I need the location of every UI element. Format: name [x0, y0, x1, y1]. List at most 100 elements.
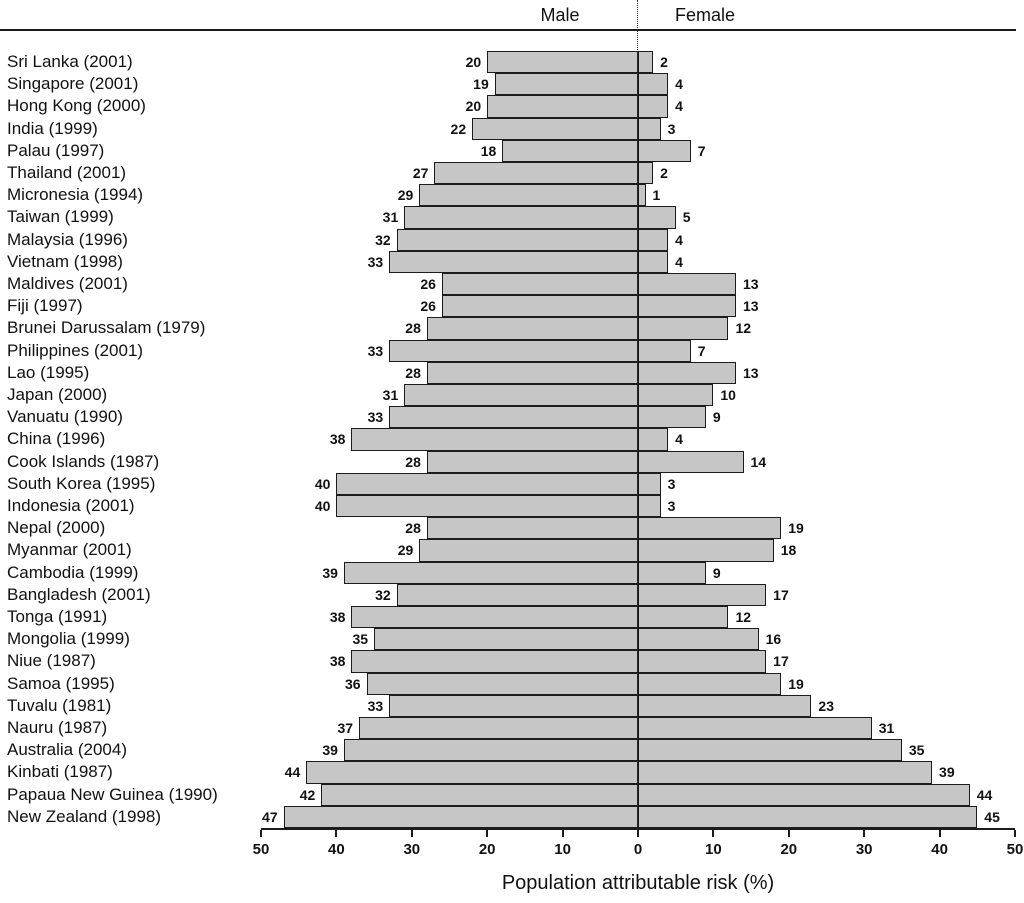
female-value-label: 19	[788, 520, 804, 537]
male-bar	[419, 184, 638, 207]
female-bar	[638, 406, 706, 429]
male-bar	[487, 51, 638, 74]
male-bar	[441, 273, 638, 296]
male-value-label: 42	[299, 786, 316, 803]
male-bar	[389, 339, 638, 362]
male-value-label: 33	[367, 253, 384, 270]
female-bar	[638, 273, 737, 296]
female-bar	[638, 628, 759, 651]
male-bar	[359, 717, 638, 740]
row-label: Micronesia (1994)	[7, 185, 144, 205]
male-value-label: 35	[352, 631, 369, 648]
female-bar	[638, 561, 706, 584]
female-bar	[638, 162, 654, 185]
female-value-label: 4	[675, 76, 683, 93]
row-label: Thailand (2001)	[7, 163, 127, 183]
male-bar	[396, 228, 638, 251]
row-label: Vanuatu (1990)	[7, 407, 123, 427]
female-value-label: 17	[773, 586, 789, 603]
male-bar	[343, 561, 638, 584]
female-value-label: 2	[660, 165, 668, 182]
x-axis-tick-label: 50	[252, 841, 270, 858]
row-label: Hong Kong (2000)	[7, 96, 146, 116]
female-value-label: 14	[750, 453, 767, 470]
male-value-label: 36	[344, 675, 361, 692]
male-value-label: 32	[375, 586, 391, 603]
female-bar	[638, 805, 978, 828]
female-value-label: 7	[697, 142, 706, 159]
header-divider-line	[0, 29, 1016, 31]
male-value-label: 33	[367, 697, 384, 714]
male-bar	[487, 95, 638, 118]
female-bar	[638, 717, 872, 740]
female-bar	[638, 739, 902, 762]
male-value-label: 28	[405, 453, 421, 470]
x-axis-tick-label: 10	[554, 841, 571, 858]
male-value-label: 32	[375, 231, 391, 248]
male-value-label: 26	[420, 276, 436, 293]
x-axis-tick-label: 20	[478, 841, 496, 858]
male-value-label: 31	[382, 387, 399, 404]
female-value-label: 3	[667, 498, 676, 515]
female-value-label: 16	[765, 631, 782, 648]
female-value-label: 3	[667, 120, 676, 137]
row-label: Brunei Darussalam (1979)	[7, 318, 206, 338]
female-bar	[638, 495, 661, 518]
male-bar	[343, 739, 638, 762]
female-value-label: 4	[675, 253, 683, 270]
male-value-label: 39	[322, 742, 338, 759]
female-bar	[638, 450, 744, 473]
male-value-label: 44	[284, 764, 301, 781]
x-axis-tick-label: 30	[855, 841, 873, 858]
x-axis-tick-mark	[561, 830, 564, 837]
male-value-label: 26	[420, 298, 436, 315]
female-bar	[638, 672, 782, 695]
male-bar	[389, 406, 638, 429]
male-value-label: 40	[314, 498, 331, 515]
male-bar	[426, 317, 638, 340]
female-bar	[638, 51, 654, 74]
female-value-label: 4	[675, 98, 683, 115]
male-bar	[374, 628, 638, 651]
female-bar	[638, 228, 669, 251]
male-bar	[494, 73, 638, 96]
row-label: Cambodia (1999)	[7, 562, 139, 582]
female-bar	[638, 73, 669, 96]
female-bar	[638, 317, 729, 340]
female-bar	[638, 606, 729, 629]
x-axis-tick-label: 40	[931, 841, 948, 858]
female-bar	[638, 783, 970, 806]
zero-axis-dotted-line	[637, 0, 638, 828]
row-label: Fiji (1997)	[7, 296, 83, 316]
row-label: New Zealand (1998)	[7, 806, 162, 826]
male-value-label: 28	[405, 520, 421, 537]
female-value-label: 45	[984, 808, 1000, 825]
female-value-label: 13	[743, 276, 759, 293]
male-bar	[502, 139, 638, 162]
row-label: South Korea (1995)	[7, 473, 156, 493]
row-label: Bangladesh (2001)	[7, 584, 151, 604]
row-label: China (1996)	[7, 429, 106, 449]
x-axis-tick-mark	[260, 830, 262, 837]
female-value-label: 12	[735, 320, 752, 337]
row-label: Palau (1997)	[7, 140, 105, 160]
female-bar	[638, 539, 774, 562]
row-label: Kinbati (1987)	[7, 762, 113, 782]
x-axis-tick-mark	[787, 830, 790, 837]
x-axis-tick-mark	[486, 830, 489, 837]
male-value-label: 31	[382, 209, 399, 226]
female-bar	[638, 206, 676, 229]
row-label: Tuvalu (1981)	[7, 695, 112, 715]
x-axis-tick-mark	[1014, 830, 1016, 837]
male-bar	[472, 117, 638, 140]
row-label: Indonesia (2001)	[7, 496, 135, 516]
row-label: Papaua New Guinea (1990)	[7, 784, 218, 804]
male-bar	[434, 162, 638, 185]
female-bar	[638, 761, 933, 784]
x-axis-tick-label: 30	[403, 841, 421, 858]
row-label: Australia (2004)	[7, 740, 128, 760]
female-bar	[638, 184, 646, 207]
male-bar	[389, 694, 638, 717]
male-bar	[336, 472, 638, 495]
female-bar	[638, 583, 767, 606]
